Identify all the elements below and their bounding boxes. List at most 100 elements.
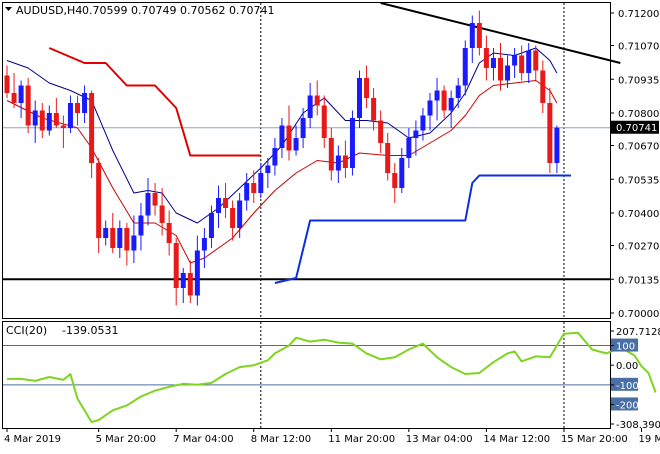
- cci-tick-label: -200: [616, 400, 639, 411]
- cci-tick-label: 100: [616, 342, 635, 353]
- candle-body: [477, 23, 482, 48]
- candle-body: [265, 166, 270, 174]
- candle-body: [103, 228, 108, 238]
- candle-body: [26, 86, 31, 126]
- candle-body: [68, 103, 73, 128]
- candle-body: [498, 58, 503, 81]
- candle-body: [294, 138, 299, 151]
- candle-body: [54, 113, 59, 126]
- candle-body: [350, 118, 355, 168]
- candle-body: [505, 66, 510, 81]
- candle: [26, 78, 31, 133]
- candle-body: [463, 48, 468, 86]
- candle-body: [343, 156, 348, 169]
- time-tick-label: 5 Mar 20:00: [96, 434, 156, 445]
- candle-body: [82, 93, 87, 113]
- price-tick-label: 0.70400: [618, 209, 659, 220]
- candle-body: [279, 126, 284, 149]
- candle-body: [75, 103, 80, 113]
- candle-body: [195, 251, 200, 296]
- candle-body: [512, 56, 517, 66]
- candle-body: [244, 183, 249, 201]
- candle-body: [329, 138, 334, 171]
- candle-body: [174, 243, 179, 288]
- candle-body: [117, 228, 122, 248]
- time-tick-label: 13 Mar 04:00: [406, 434, 473, 445]
- candle-body: [554, 128, 559, 163]
- candle-body: [399, 158, 404, 188]
- candle-body: [449, 98, 454, 111]
- candle-body: [110, 228, 115, 248]
- cci-tick-label: 0.00: [616, 361, 638, 372]
- price-header: AUDUSD,H4 0.70599 0.70749 0.70562 0.7074…: [5, 4, 274, 17]
- price-tick-label: 0.70135: [618, 275, 659, 286]
- price-tick-label: 0.70535: [618, 175, 659, 186]
- time-tick-label: 11 Mar 20:00: [328, 434, 395, 445]
- candle-body: [392, 173, 397, 188]
- price-tick-label: 0.71200: [618, 9, 659, 20]
- cci-tick-label: -100: [616, 381, 639, 392]
- candle-body: [308, 96, 313, 119]
- time-tick-label: 14 Mar 12:00: [483, 434, 550, 445]
- candle-body: [547, 103, 552, 163]
- candle-body: [160, 206, 165, 224]
- cci-header: CCI(20) -139.0531: [6, 324, 118, 337]
- candle-body: [40, 111, 45, 131]
- candle-body: [491, 58, 496, 68]
- candle-body: [322, 106, 327, 139]
- candle-body: [301, 118, 306, 138]
- cci-tick-label: -308.3903: [616, 420, 660, 431]
- current-price-tag-label: 0.70741: [616, 123, 657, 134]
- candle-body: [442, 91, 447, 111]
- candle-body: [33, 111, 38, 126]
- candle-body: [435, 91, 440, 101]
- candle-body: [385, 143, 390, 173]
- candle-body: [357, 78, 362, 118]
- candle: [350, 111, 355, 176]
- candle-body: [420, 116, 425, 131]
- candle-body: [519, 56, 524, 74]
- cci-value: -139.0531: [62, 324, 118, 337]
- candle-body: [533, 51, 538, 71]
- price-tick-label: 0.70800: [618, 109, 659, 120]
- candle-body: [223, 198, 228, 208]
- candle-body: [230, 208, 235, 228]
- symbol-label: AUDUSD,H4: [16, 4, 82, 17]
- candle-body: [287, 126, 292, 151]
- candle-body: [61, 126, 66, 129]
- candle-body: [131, 236, 136, 251]
- price-tick-label: 0.71070: [618, 42, 659, 53]
- candle-body: [237, 201, 242, 229]
- price-tick-label: 0.70270: [618, 242, 659, 253]
- candle-body: [47, 113, 52, 131]
- candle-body: [216, 198, 221, 213]
- candle-body: [336, 156, 341, 171]
- candle-body: [202, 238, 207, 251]
- time-tick-label: 19 Mar 04:00: [639, 434, 660, 445]
- candle-body: [428, 101, 433, 116]
- candle-body: [413, 131, 418, 139]
- candle-body: [251, 183, 256, 193]
- candle-body: [258, 173, 263, 193]
- candle-body: [89, 93, 94, 163]
- candle-body: [209, 213, 214, 238]
- candle-body: [540, 71, 545, 104]
- time-tick-label: 4 Mar 2019: [4, 434, 61, 445]
- price-tick-label: 0.70670: [618, 142, 659, 153]
- candle-body: [484, 48, 489, 68]
- candle-body: [371, 98, 376, 121]
- candle-body: [526, 51, 531, 74]
- candle-body: [124, 228, 129, 251]
- candle-body: [167, 223, 172, 243]
- candle-body: [138, 216, 143, 236]
- candle-body: [12, 93, 17, 103]
- cci-title: CCI(20): [6, 324, 47, 337]
- candle-body: [5, 76, 10, 94]
- candle-body: [364, 78, 369, 98]
- candle-body: [470, 23, 475, 48]
- candle-body: [406, 138, 411, 158]
- price-tick-label: 0.70935: [618, 75, 659, 86]
- ohlc-label: 0.70599 0.70749 0.70562 0.70741: [82, 4, 274, 17]
